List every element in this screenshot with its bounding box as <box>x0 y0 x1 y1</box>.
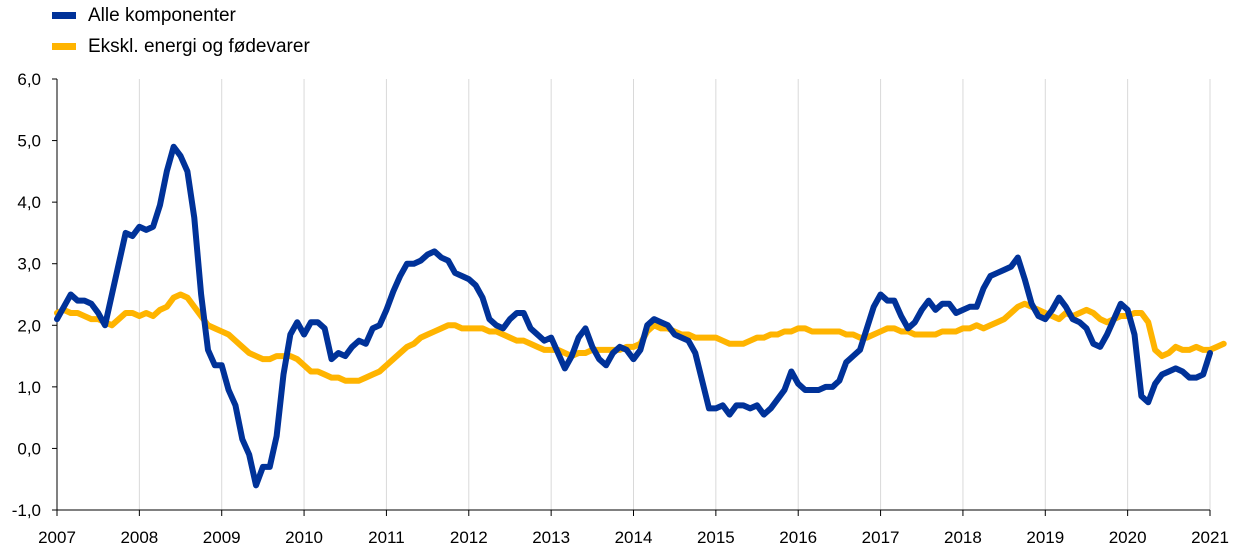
x-tick-label: 2018 <box>944 528 982 547</box>
y-tick-label: 4,0 <box>17 193 41 212</box>
x-tick-label: 2014 <box>615 528 653 547</box>
y-tick-label: 6,0 <box>17 70 41 89</box>
x-tick-label: 2015 <box>697 528 735 547</box>
axes <box>52 78 1211 516</box>
x-tick-label: 2012 <box>450 528 488 547</box>
x-tick-label: 2013 <box>532 528 570 547</box>
y-tick-label: 0,0 <box>17 439 41 458</box>
y-tick-label: 2,0 <box>17 316 41 335</box>
series-line-core <box>54 291 1227 384</box>
legend-label-all-components: Alle komponenter <box>88 4 236 26</box>
x-tick-label: 2017 <box>862 528 900 547</box>
x-tick-label: 2019 <box>1026 528 1064 547</box>
x-tick-label: 2016 <box>779 528 817 547</box>
x-tick-label: 2007 <box>38 528 76 547</box>
x-tick-label: 2021 <box>1191 528 1229 547</box>
series-lines <box>54 143 1227 489</box>
y-tick-label: 5,0 <box>17 132 41 151</box>
x-tick-label: 2009 <box>203 528 241 547</box>
y-tick-label: -1,0 <box>12 501 41 520</box>
series-line-all-components <box>54 143 1213 489</box>
x-tick-label: 2020 <box>1109 528 1147 547</box>
legend-item-all-components: Alle komponenter <box>52 0 310 31</box>
x-tick-label: 2010 <box>285 528 323 547</box>
legend: Alle komponenter Ekskl. energi og fødeva… <box>52 0 310 62</box>
legend-label-core: Ekskl. energi og fødevarer <box>88 35 310 57</box>
tick-labels: -1,0 0,0 1,0 2,0 3,0 4,0 5,0 6,0 2007 2008 2009 201… <box>12 70 1229 547</box>
y-tick-label: 1,0 <box>17 378 41 397</box>
x-tick-label: 2008 <box>120 528 158 547</box>
grid-lines <box>138 79 1211 510</box>
y-tick-label: 3,0 <box>17 255 41 274</box>
x-tick-label: 2011 <box>368 528 405 547</box>
legend-item-core: Ekskl. energi og fødevarer <box>52 31 310 62</box>
legend-swatch-all-components <box>52 12 76 19</box>
legend-swatch-core <box>52 43 76 50</box>
